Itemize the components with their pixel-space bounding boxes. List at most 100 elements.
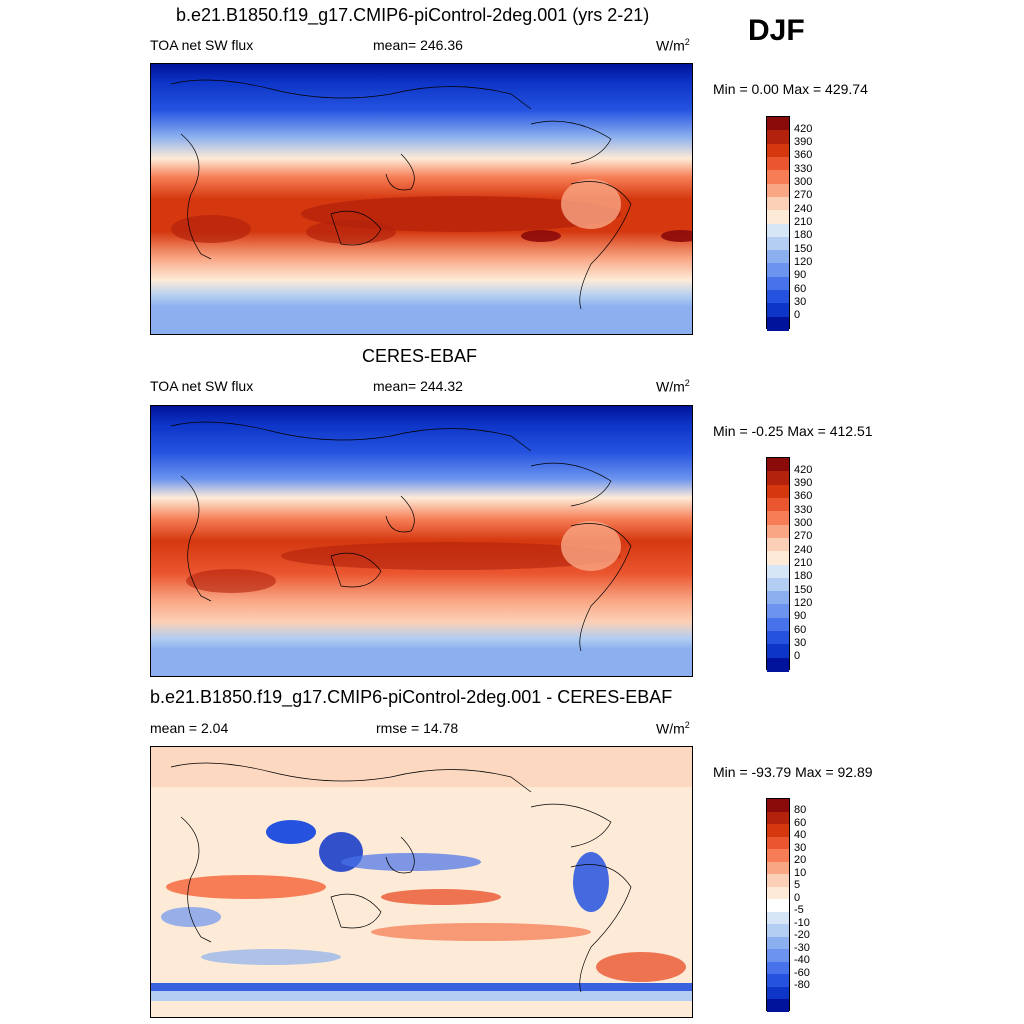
- colorbar-swatch: [767, 936, 789, 950]
- colorbar-swatch: [767, 458, 789, 472]
- colorbar-swatch: [767, 604, 789, 619]
- colorbar-swatch: [767, 170, 789, 185]
- colorbar-swatch: [767, 824, 789, 838]
- colorbar-tick-label: 390: [794, 136, 813, 149]
- colorbar-swatch: [767, 303, 789, 318]
- colorbar-tick-label: 40: [794, 829, 807, 842]
- colorbar-swatch: [767, 524, 789, 539]
- colorbar-swatch: [767, 196, 789, 211]
- colorbar-tick-label: 30: [794, 295, 807, 308]
- colorbar-tick-label: -60: [794, 966, 810, 979]
- colorbar-tick-label: 20: [794, 854, 807, 867]
- colorbar-swatch: [767, 836, 789, 850]
- colorbar-tick-label: -40: [794, 954, 810, 967]
- colorbar-swatch: [767, 236, 789, 251]
- colorbar-swatch: [767, 924, 789, 938]
- colorbar-tick-label: 90: [794, 610, 807, 623]
- colorbar-swatch: [767, 911, 789, 925]
- colorbar-tick-label: 0: [794, 650, 801, 663]
- colorbar-swatch: [767, 617, 789, 632]
- colorbar-swatch: [767, 874, 789, 888]
- colorbar-swatch: [767, 316, 789, 331]
- colorbar-tick-label: 300: [794, 517, 813, 530]
- colorbar-tick-label: 270: [794, 530, 813, 543]
- panel-2-title: CERES-EBAF: [362, 346, 478, 366]
- colorbar-swatch: [767, 999, 789, 1013]
- colorbar-tick-label: 210: [794, 216, 813, 228]
- colorbar-swatch: [767, 577, 789, 592]
- colorbar-tick-label: 420: [794, 122, 813, 135]
- colorbar-tick-label: 150: [794, 242, 813, 255]
- panel-2-minmax: Min = -0.25 Max = 412.51: [713, 423, 873, 439]
- panel-1-mean-label: mean= 246.36: [373, 37, 463, 53]
- colorbar-swatch: [767, 657, 789, 672]
- colorbar-tick-label: 0: [794, 891, 801, 904]
- colorbar-tick-label: 270: [794, 189, 813, 202]
- panel-1-variable-label: TOA net SW flux: [150, 37, 254, 53]
- colorbar-tick-label: 180: [794, 229, 813, 242]
- colorbar-tick-label: 330: [794, 162, 813, 175]
- colorbar-tick-label: 210: [794, 557, 813, 569]
- panel-2-variable-label: TOA net SW flux: [150, 378, 254, 394]
- colorbar-swatch: [767, 886, 789, 900]
- colorbar-tick-label: 390: [794, 477, 813, 490]
- colorbar-tick-label: 180: [794, 570, 813, 583]
- colorbar-swatch: [767, 223, 789, 238]
- colorbar-tick-label: -20: [794, 929, 810, 942]
- colorbar-swatch: [767, 961, 789, 975]
- colorbar-tick-label: -5: [794, 904, 804, 917]
- colorbar-swatch: [767, 511, 789, 526]
- colorbar-tick-label: 120: [794, 596, 813, 609]
- panel-1-title: b.e21.B1850.f19_g17.CMIP6-piControl-2deg…: [176, 5, 650, 25]
- colorbar-swatch: [767, 497, 789, 512]
- colorbar-tick-label: 5: [794, 879, 801, 892]
- colorbar-tick-label: 90: [794, 269, 807, 282]
- colorbar-tick-label: 120: [794, 255, 813, 268]
- colorbar-tick-label: 60: [794, 282, 807, 295]
- colorbar-swatch: [767, 117, 789, 131]
- colorbar-box: [766, 798, 790, 1013]
- colorbar-tick-label: 30: [794, 636, 807, 649]
- colorbar-tick-label: 30: [794, 841, 807, 854]
- panel-3-map: [150, 746, 693, 1018]
- colorbar-swatch: [767, 986, 789, 1000]
- colorbar-tick-label: 10: [794, 866, 807, 879]
- colorbar-swatch: [767, 631, 789, 645]
- colorbar-tick-label: 240: [794, 543, 813, 556]
- colorbar-tick-label: 360: [794, 149, 813, 162]
- colorbar-swatch: [767, 290, 789, 304]
- colorbar-swatch: [767, 484, 789, 499]
- panel-2-units: W/m2: [656, 378, 690, 395]
- colorbar-swatch: [767, 861, 789, 875]
- colorbar-swatch: [767, 130, 789, 145]
- panel-1-minmax: Min = 0.00 Max = 429.74: [713, 81, 868, 97]
- colorbar-tick-label: -30: [794, 941, 810, 954]
- colorbar-swatch: [767, 849, 789, 863]
- colorbar-swatch: [767, 471, 789, 486]
- colorbar-swatch: [767, 811, 789, 825]
- colorbar-tick-label: 80: [794, 804, 807, 817]
- colorbar-tick-label: 150: [794, 583, 813, 596]
- colorbar-tick-label: -10: [794, 916, 810, 929]
- colorbar-tick-label: 0: [794, 309, 801, 322]
- colorbar-tick-label: 330: [794, 503, 813, 516]
- colorbar-swatch: [767, 564, 789, 579]
- colorbar-swatch: [767, 156, 789, 171]
- colorbar-swatch: [767, 263, 789, 278]
- colorbar-swatch: [767, 183, 789, 198]
- colorbar-swatch: [767, 799, 789, 813]
- panel-3-mean-label: mean = 2.04: [150, 720, 229, 736]
- colorbar-tick-label: 420: [794, 463, 813, 476]
- colorbar-swatch: [767, 551, 789, 565]
- colorbar-swatch: [767, 949, 789, 963]
- colorbar-tick-label: 300: [794, 176, 813, 189]
- colorbar-swatch: [767, 210, 789, 224]
- colorbar-tick-label: 60: [794, 816, 807, 829]
- colorbar-tick-label: 360: [794, 490, 813, 503]
- colorbar-swatch: [767, 591, 789, 605]
- panel-2-map: [150, 405, 693, 677]
- panel-2-mean-label: mean= 244.32: [373, 378, 463, 394]
- colorbar-tick-label: -80: [794, 979, 810, 992]
- season-label: DJF: [748, 14, 805, 47]
- panel-3-rmse-label: rmse = 14.78: [376, 720, 459, 736]
